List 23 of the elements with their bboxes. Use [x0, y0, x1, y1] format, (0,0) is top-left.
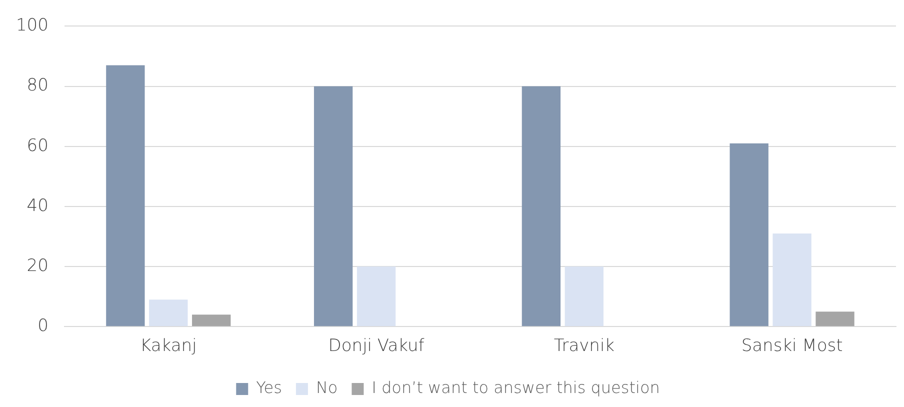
- legend-label: Yes: [256, 378, 282, 398]
- x-tick-label: Sanski Most: [741, 336, 843, 356]
- bar: [356, 266, 396, 326]
- bar: [522, 86, 561, 326]
- bar: [314, 86, 353, 326]
- legend-label: I don’t want to answer this question: [372, 378, 660, 398]
- bar: [564, 266, 604, 326]
- y-tick-label: 0: [38, 316, 48, 336]
- x-tick-label: Donji Vakuf: [328, 336, 424, 356]
- y-tick-label: 40: [26, 196, 48, 216]
- bar: [730, 143, 768, 326]
- y-tick-label: 100: [16, 16, 48, 36]
- y-tick-label: 80: [26, 76, 48, 96]
- bar: [816, 312, 854, 326]
- bar: [106, 65, 145, 326]
- bar: [192, 314, 231, 326]
- y-tick-label: 60: [26, 136, 48, 156]
- y-tick-label: 20: [26, 256, 48, 276]
- bar: [772, 233, 812, 326]
- x-tick-label: Travnik: [554, 336, 615, 356]
- x-tick-label: Kakanj: [140, 336, 197, 356]
- bar: [149, 300, 188, 326]
- legend-label: No: [316, 378, 338, 398]
